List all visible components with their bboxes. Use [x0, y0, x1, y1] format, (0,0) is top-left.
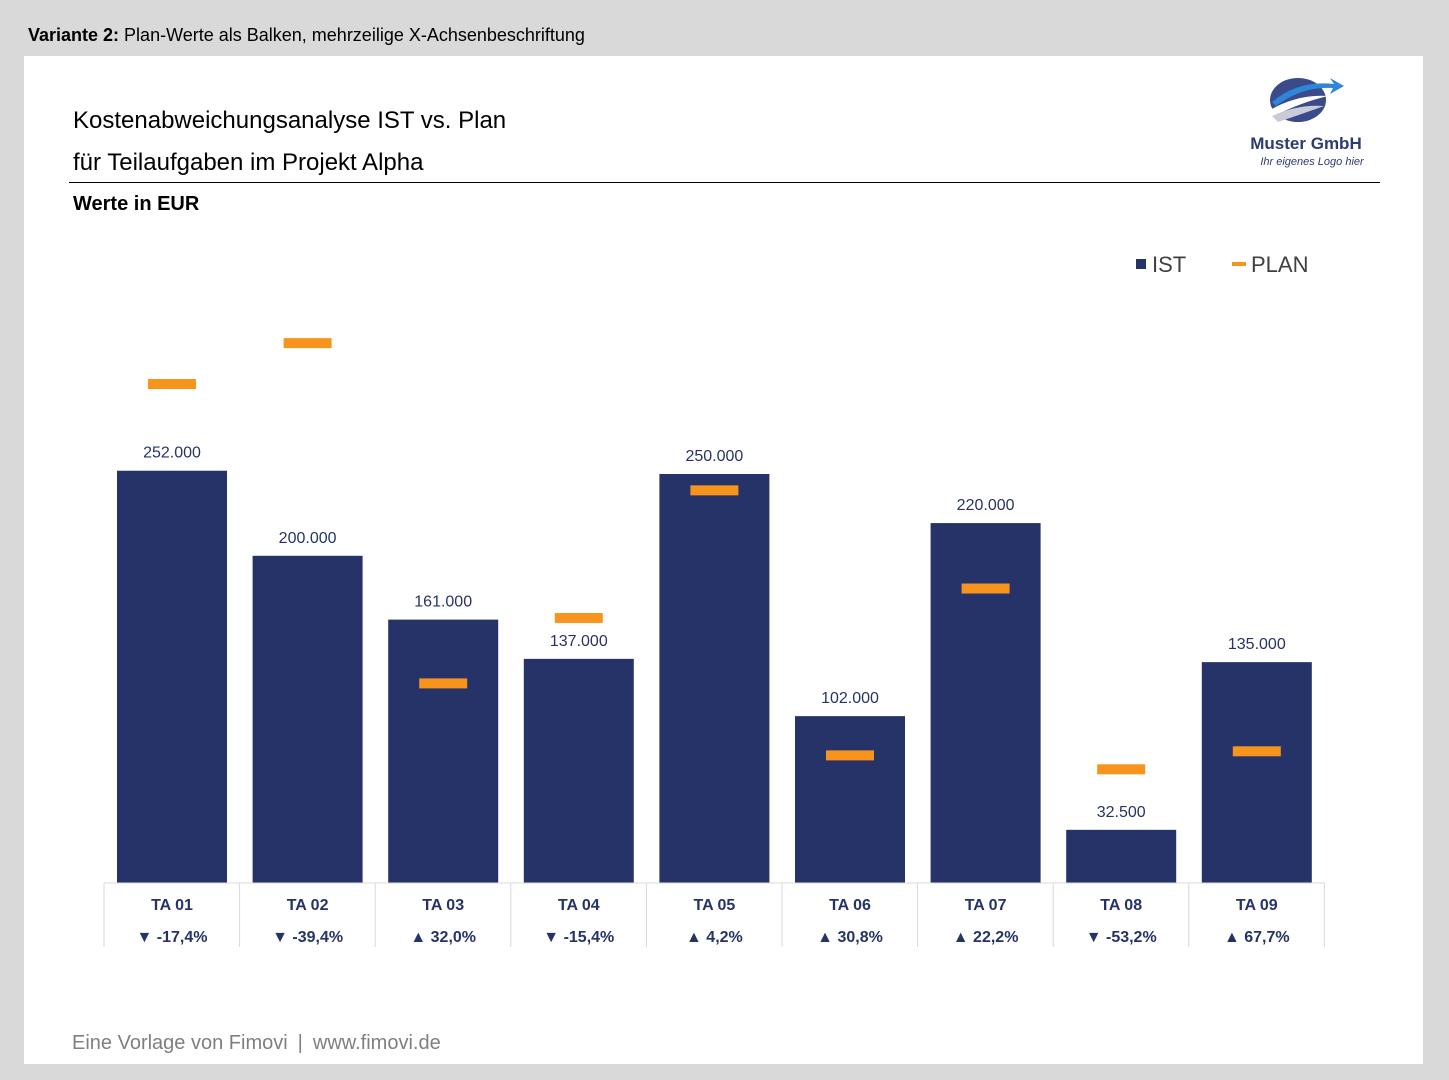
plan-marker	[283, 338, 332, 349]
legend-swatch-plan	[1232, 262, 1246, 266]
category-label: TA 03	[422, 897, 464, 914]
chart-title-line1: Kostenabweichungsanalyse IST vs. Plan	[73, 107, 507, 134]
legend-label-ist: IST	[1152, 252, 1186, 277]
plan-marker	[419, 678, 468, 689]
variant-header-bold: Variante 2:	[28, 25, 120, 45]
deviation-label: ▼ -53,2%	[1086, 929, 1157, 946]
deviation-label: ▼ -39,4%	[272, 929, 343, 946]
deviation-label: ▼ -17,4%	[137, 929, 208, 946]
legend-swatch-ist	[1136, 259, 1146, 269]
data-labels: 252.000 200.000 161.000 137.000 250.000 102.0…	[143, 445, 1286, 821]
chart-title-line2: für Teilaufgaben im Projekt Alpha	[73, 149, 424, 176]
plan-marker	[1097, 764, 1146, 775]
category-label: TA 01	[151, 897, 193, 914]
footer-source: Eine Vorlage von Fimovi	[72, 1032, 288, 1054]
plan-markers	[148, 338, 1281, 775]
company-logo: Muster GmbH Ihr eigenes Logo hier	[1232, 70, 1380, 170]
category-label: TA 02	[287, 897, 329, 914]
title-divider	[69, 182, 1380, 183]
logo-tagline: Ihr eigenes Logo hier	[1260, 156, 1364, 168]
footer: Eine Vorlage von Fimovi | www.fimovi.de	[72, 1032, 441, 1055]
ist-bar	[1201, 662, 1312, 883]
logo-company-name: Muster GmbH	[1250, 134, 1362, 153]
globe-logo-icon	[1270, 78, 1344, 122]
ist-bar	[388, 619, 499, 883]
variant-header: Variante 2: Plan-Werte als Balken, mehrz…	[28, 25, 585, 46]
deviation-label: ▲ 30,8%	[817, 929, 883, 946]
deviation-label: ▼ -15,4%	[543, 929, 614, 946]
deviation-label: ▲ 67,7%	[1224, 929, 1290, 946]
category-label: TA 04	[558, 897, 600, 914]
plan-marker	[1232, 746, 1281, 757]
ist-bar	[659, 474, 770, 883]
footer-separator: |	[297, 1032, 303, 1054]
ist-value-label: 135.000	[1228, 636, 1286, 653]
ist-value-label: 200.000	[279, 530, 337, 547]
ist-bar	[930, 523, 1041, 883]
ist-value-label: 161.000	[414, 594, 472, 611]
category-label: TA 09	[1236, 897, 1278, 914]
deviation-label: ▲ 32,0%	[410, 929, 476, 946]
variant-header-text: Plan-Werte als Balken, mehrzeilige X-Ach…	[119, 25, 585, 45]
ist-value-label: 250.000	[685, 448, 743, 465]
deviation-label: ▲ 4,2%	[686, 929, 743, 946]
plan-marker	[826, 750, 874, 761]
ist-value-label: 102.000	[821, 690, 879, 707]
category-axis: TA 01 ▼ -17,4% TA 02 ▼ -39,4% TA 03 ▲ 32,0% TA…	[103, 882, 1325, 947]
footer-url[interactable]: www.fimovi.de	[312, 1032, 441, 1054]
ist-bar	[1066, 829, 1177, 883]
category-label: TA 05	[694, 897, 736, 914]
plan-marker	[148, 379, 196, 390]
ist-bars	[117, 470, 1312, 883]
ist-bar	[117, 470, 227, 883]
category-label: TA 07	[965, 897, 1007, 914]
unit-label: Werte in EUR	[73, 193, 200, 215]
deviation-label: ▲ 22,2%	[953, 929, 1019, 946]
plan-marker	[690, 485, 739, 496]
ist-value-label: 32.500	[1097, 804, 1146, 821]
plan-marker	[554, 612, 603, 623]
ist-value-label: 137.000	[550, 633, 608, 650]
chart-legend: IST PLAN	[1136, 252, 1308, 277]
ist-bar	[252, 555, 363, 883]
ist-value-label: 252.000	[143, 445, 201, 462]
plan-marker	[961, 583, 1010, 594]
ist-bar	[523, 658, 634, 883]
ist-bar	[795, 716, 905, 883]
ist-value-label: 220.000	[957, 497, 1015, 514]
category-label: TA 06	[829, 897, 871, 914]
legend-label-plan: PLAN	[1251, 252, 1308, 277]
category-label: TA 08	[1100, 897, 1142, 914]
